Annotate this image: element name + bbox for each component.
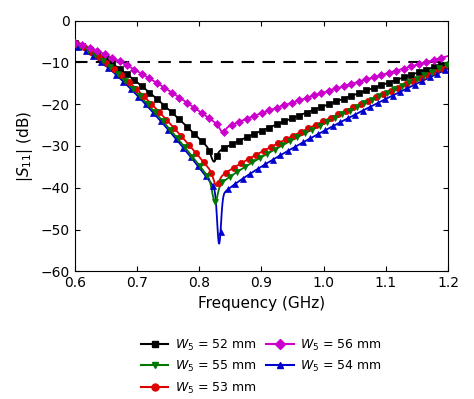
Legend: $W_5$ = 52 mm, $W_5$ = 55 mm, $W_5$ = 53 mm, $W_5$ = 56 mm, $W_5$ = 54 mm: $W_5$ = 52 mm, $W_5$ = 55 mm, $W_5$ = 53… (136, 333, 387, 399)
Y-axis label: $|S_{11}|$ (dB): $|S_{11}|$ (dB) (15, 110, 35, 182)
X-axis label: Frequency (GHz): Frequency (GHz) (198, 296, 325, 311)
